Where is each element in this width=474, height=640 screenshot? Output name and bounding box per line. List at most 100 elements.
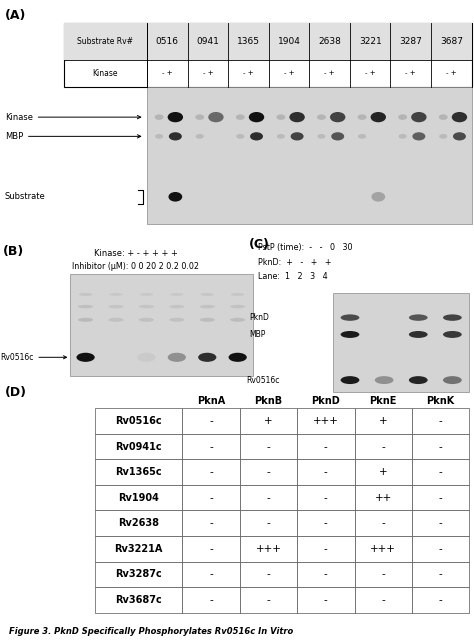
Text: Rv2638: Rv2638 [118, 518, 159, 528]
Ellipse shape [277, 134, 285, 139]
Ellipse shape [341, 331, 359, 338]
Ellipse shape [371, 112, 386, 122]
Ellipse shape [79, 293, 92, 296]
Ellipse shape [398, 115, 407, 120]
Bar [412, 561, 469, 587]
Text: -: - [382, 595, 385, 605]
Text: -: - [267, 493, 270, 502]
Bar [240, 511, 297, 536]
Ellipse shape [169, 132, 182, 140]
Bar [412, 408, 469, 434]
Ellipse shape [276, 115, 285, 120]
Text: -: - [439, 493, 442, 502]
Ellipse shape [439, 115, 447, 120]
Text: Kinase: Kinase [5, 113, 141, 122]
Ellipse shape [317, 115, 326, 120]
Ellipse shape [76, 353, 95, 362]
Text: - +: - + [405, 70, 416, 76]
Text: -: - [324, 442, 328, 452]
Bar [297, 587, 355, 612]
Text: -: - [210, 442, 213, 452]
Text: -: - [439, 467, 442, 477]
Bar [297, 511, 355, 536]
Text: 3687: 3687 [440, 37, 463, 46]
Text: -: - [324, 467, 328, 477]
Ellipse shape [443, 331, 462, 338]
Text: - +: - + [365, 70, 375, 76]
Bar [71, 274, 253, 376]
Bar [182, 485, 240, 511]
Text: +: + [379, 416, 388, 426]
Text: 2638: 2638 [318, 37, 341, 46]
Text: (D): (D) [5, 387, 27, 399]
Ellipse shape [230, 305, 245, 308]
Bar [95, 511, 182, 536]
Text: +++: +++ [313, 416, 339, 426]
Text: ++: ++ [374, 493, 392, 502]
Ellipse shape [409, 314, 428, 321]
Bar [182, 434, 240, 460]
Bar [355, 587, 412, 612]
Bar [355, 561, 412, 587]
Ellipse shape [375, 376, 393, 384]
Ellipse shape [155, 134, 163, 139]
Text: Rv3221A: Rv3221A [114, 544, 163, 554]
Text: 0516: 0516 [156, 37, 179, 46]
Text: MBP: MBP [5, 132, 141, 141]
Text: - +: - + [324, 70, 335, 76]
Ellipse shape [372, 192, 385, 202]
Bar [240, 460, 297, 485]
Ellipse shape [170, 293, 184, 296]
Ellipse shape [330, 112, 346, 122]
Text: Rv0516c: Rv0516c [115, 416, 162, 426]
Text: Rv0516c: Rv0516c [246, 376, 280, 385]
Text: -: - [210, 595, 213, 605]
Text: (B): (B) [3, 244, 24, 258]
Text: PstP (time):  -   -   0   30: PstP (time): - - 0 30 [258, 243, 352, 252]
Text: - +: - + [202, 70, 213, 76]
Text: Rv3287c: Rv3287c [115, 570, 162, 579]
Text: Lane:  1   2   3   4: Lane: 1 2 3 4 [258, 272, 328, 281]
Ellipse shape [290, 112, 305, 122]
Ellipse shape [341, 376, 359, 384]
Ellipse shape [412, 132, 425, 140]
Text: -: - [324, 493, 328, 502]
Text: Substrate: Substrate [5, 192, 46, 202]
Ellipse shape [250, 132, 263, 140]
Text: -: - [210, 570, 213, 579]
Bar [355, 408, 412, 434]
Bar [240, 561, 297, 587]
Ellipse shape [230, 318, 245, 322]
Bar [297, 485, 355, 511]
Ellipse shape [109, 318, 124, 322]
Bar [297, 408, 355, 434]
Text: 3287: 3287 [399, 37, 422, 46]
Text: Substrate Rv#: Substrate Rv# [77, 37, 134, 46]
Text: 1904: 1904 [278, 37, 301, 46]
Text: Rv0941c: Rv0941c [115, 442, 162, 452]
Text: +++: +++ [370, 544, 396, 554]
Ellipse shape [249, 112, 264, 122]
Text: - +: - + [243, 70, 254, 76]
Ellipse shape [139, 305, 154, 308]
Text: -: - [324, 595, 328, 605]
Bar [240, 485, 297, 511]
Text: -: - [267, 595, 270, 605]
Bar [297, 434, 355, 460]
Bar [182, 536, 240, 561]
Ellipse shape [78, 305, 93, 308]
Ellipse shape [200, 318, 215, 322]
Ellipse shape [411, 112, 427, 122]
Ellipse shape [208, 112, 224, 122]
Text: Kinase: + - + + + +: Kinase: + - + + + + [94, 249, 177, 258]
Text: PknD:  +   -   +   +: PknD: + - + + [258, 257, 331, 267]
Text: -: - [382, 442, 385, 452]
Ellipse shape [196, 134, 204, 139]
Bar [240, 587, 297, 612]
Text: -: - [210, 518, 213, 528]
Bar [95, 536, 182, 561]
Bar [95, 434, 182, 460]
Text: 1365: 1365 [237, 37, 260, 46]
Bar [355, 511, 412, 536]
Ellipse shape [137, 353, 155, 362]
